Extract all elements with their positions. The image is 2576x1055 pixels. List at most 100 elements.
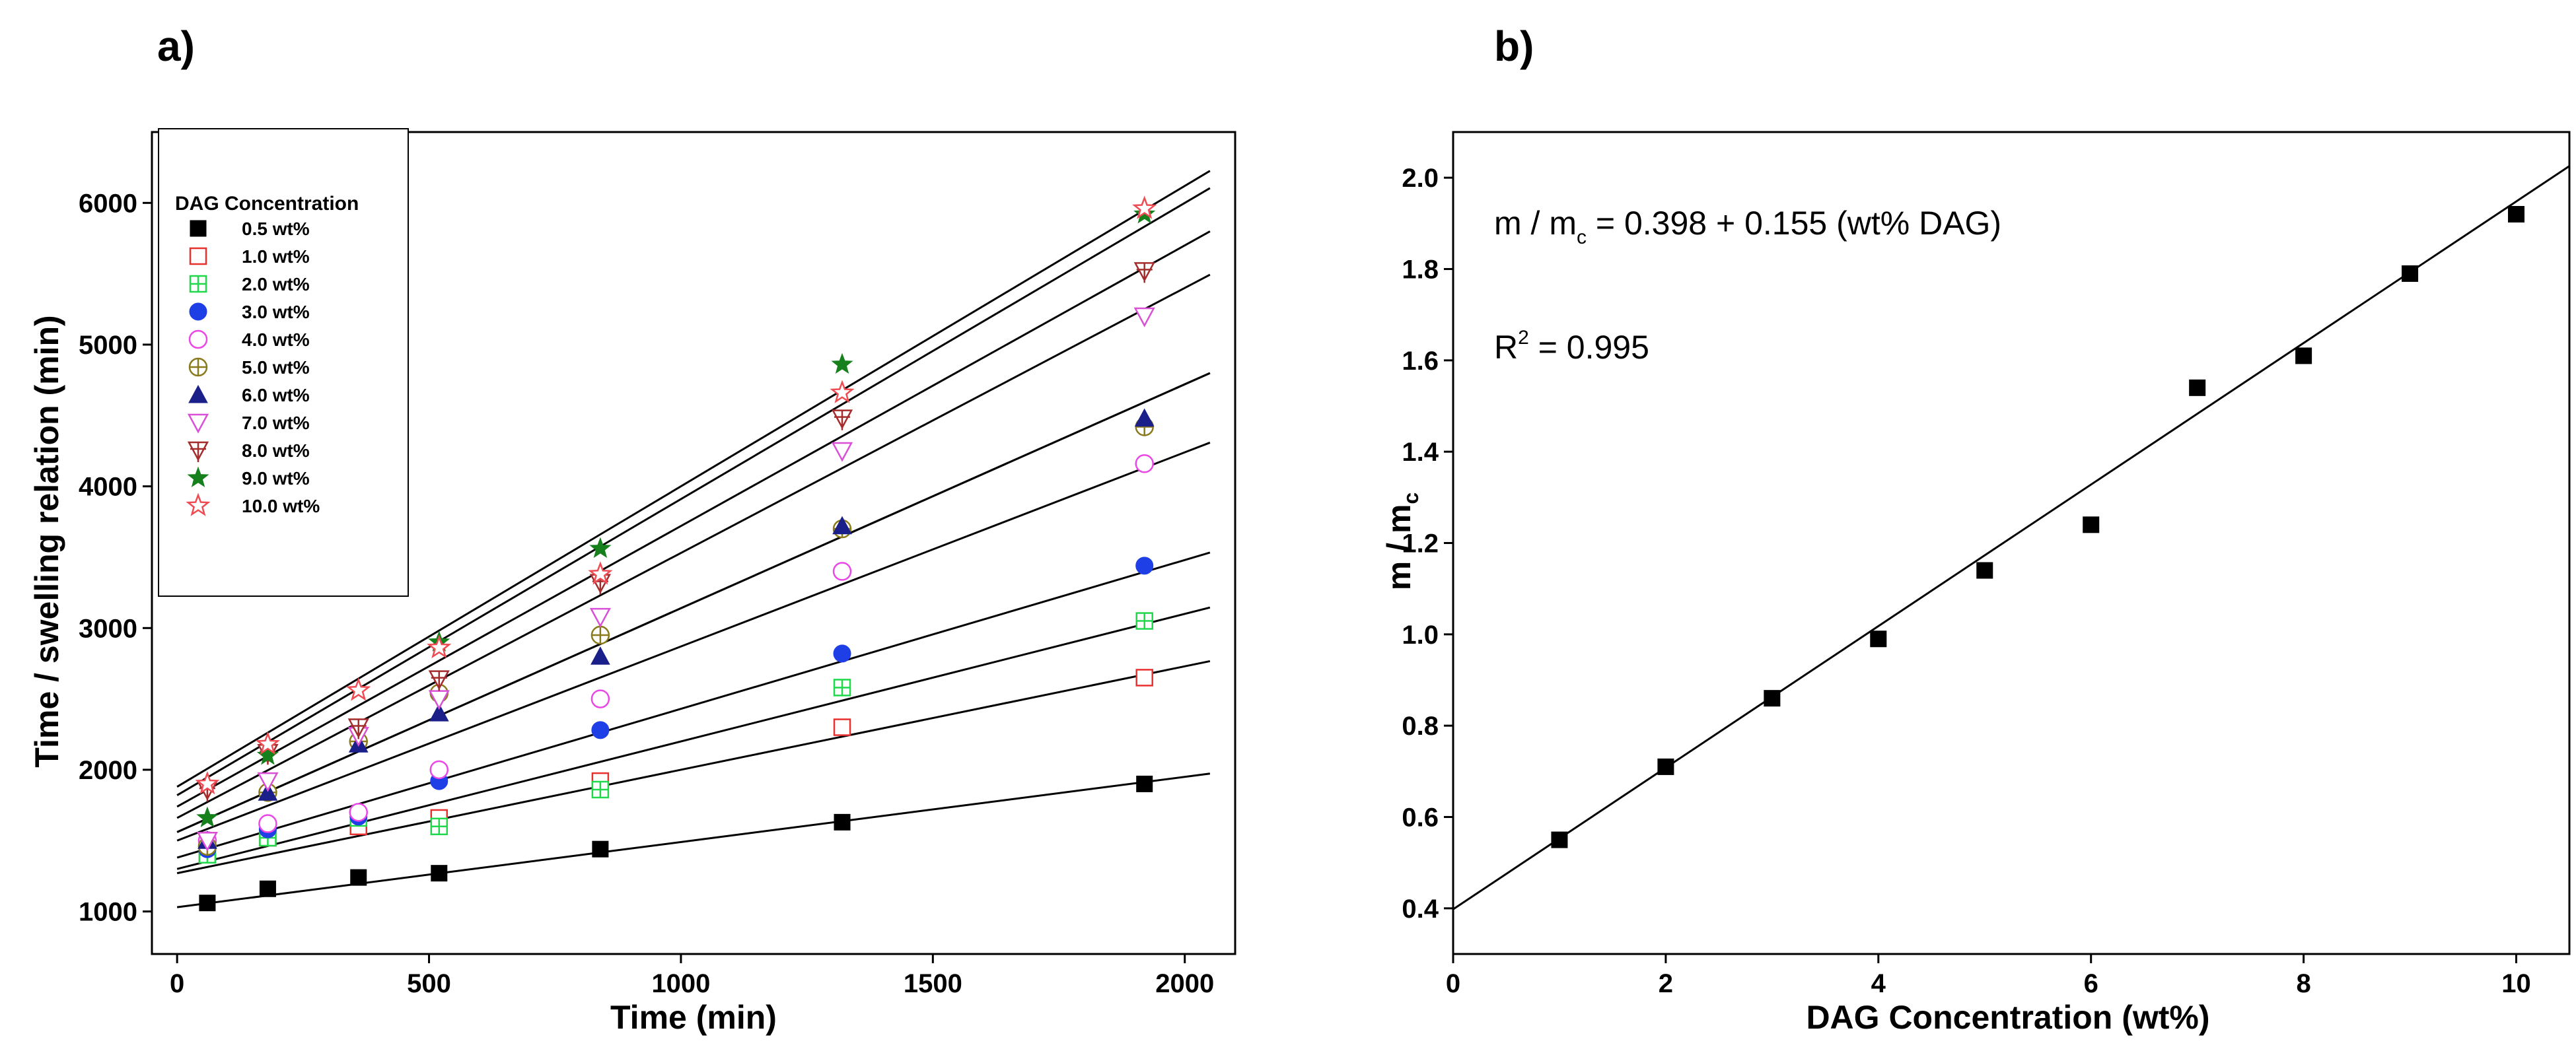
panel-b-data-points (1551, 206, 2525, 848)
fit-line-1 (176, 772, 1211, 908)
panel-a-label: a) (157, 22, 195, 70)
data-point-10 (2508, 206, 2525, 222)
data-point-s6-5 (590, 625, 610, 645)
y-tick-label: 1000 (79, 898, 137, 927)
y-tick-label: 0.8 (1402, 712, 1439, 741)
data-point-s3-6 (833, 679, 851, 697)
legend-label-11: 10.0 wt% (242, 496, 320, 516)
panel-b-label: b) (1494, 22, 1534, 70)
panel-b-plot-frame (1452, 131, 2571, 955)
x-tick-label: 2000 (1155, 969, 1214, 998)
x-tick-label: 8 (2296, 969, 2310, 998)
legend-marker-5 (188, 329, 208, 349)
r-squared-sup: 2 (1518, 327, 1529, 349)
panel-b: b) 0 2 4 6 8 10 0.4 0.6 0.8 1.0 1.2 1.4 1.6 1.8 2.0 D… (1380, 22, 2571, 1036)
panel-b-y-axis-title-main: m / m (1380, 504, 1417, 591)
r-squared-pre: R (1494, 329, 1518, 366)
x-tick-label: 4 (1871, 969, 1886, 998)
data-point-s8-2 (257, 772, 279, 792)
panel-b-fit-line (1452, 165, 2570, 910)
fit-line-7 (176, 372, 1211, 833)
data-point-s9-3 (347, 718, 369, 739)
fit-line-3 (176, 606, 1211, 870)
panel-a-x-axis-title: Time (min) (610, 999, 777, 1036)
data-point-9 (2402, 265, 2419, 282)
data-point-4 (1870, 630, 1887, 648)
data-point-s1-2 (259, 880, 276, 897)
data-point-s5-3 (349, 803, 368, 822)
legend-label-2: 1.0 wt% (242, 246, 310, 267)
y-tick-label: 5000 (79, 331, 137, 360)
y-tick-label: 3000 (79, 614, 137, 643)
data-point-s1-1 (199, 895, 216, 912)
data-point-s8-4 (428, 690, 450, 710)
x-tick-label: 1500 (904, 969, 962, 998)
legend-title: DAG Concentration (175, 193, 359, 215)
legend-label-3: 2.0 wt% (242, 274, 310, 294)
data-point-s8-5 (589, 607, 611, 628)
data-point-5 (1976, 562, 1993, 579)
panel-b-y-axis-title-sub: c (1399, 493, 1423, 504)
data-point-s3-4 (430, 817, 448, 836)
x-tick-label: 1000 (651, 969, 710, 998)
legend-marker-3 (189, 275, 207, 293)
legend-marker-9 (187, 441, 209, 462)
y-tick-label: 0.6 (1402, 803, 1439, 833)
fit-line-9 (176, 230, 1211, 808)
panel-a-plot-frame (151, 131, 1236, 955)
fit-line-2 (176, 660, 1211, 875)
data-point-s5-4 (429, 760, 449, 780)
legend-marker-7 (188, 384, 208, 403)
data-point-s11-2 (255, 731, 281, 755)
y-tick-label: 6000 (79, 189, 137, 218)
x-tick-label: 0 (1446, 969, 1460, 998)
data-point-s11-5 (588, 561, 613, 585)
y-tick-label: 1.4 (1402, 438, 1439, 467)
data-point-s10-2 (256, 744, 279, 765)
data-point-s4-7 (1135, 557, 1154, 575)
data-point-s11-1 (195, 770, 220, 795)
panel-a: a) 0 500 1000 1500 2000 1000 2000 3000 4000 5000… (28, 22, 1236, 1036)
data-point-s7-5 (590, 646, 610, 665)
legend-marker-4 (189, 302, 207, 321)
legend-label-4: 3.0 wt% (242, 302, 310, 322)
legend-label-9: 8.0 wt% (242, 440, 310, 461)
y-tick-label: 2.0 (1402, 164, 1439, 193)
data-point-s1-6 (834, 813, 851, 831)
data-point-s7-7 (1134, 408, 1155, 427)
y-tick-label: 2000 (79, 756, 137, 785)
data-point-s10-6 (831, 353, 853, 374)
panel-b-x-ticks: 0 2 4 6 8 10 (1446, 954, 2531, 998)
panel-a-legend: DAG Concentration 0.5 wt% 1.0 wt% 2.0 wt% 3… (158, 128, 409, 597)
data-point-s3-5 (591, 780, 610, 799)
panel-b-y-axis-title: m / mc (1380, 493, 1423, 590)
data-point-8 (2295, 347, 2312, 364)
data-point-s4-5 (591, 721, 610, 739)
fit-line-10 (176, 187, 1211, 796)
y-tick-label: 1.0 (1402, 621, 1439, 650)
data-point-s8-7 (1133, 307, 1155, 327)
legend-label-7: 6.0 wt% (242, 385, 310, 405)
legend-marker-2 (189, 247, 207, 265)
x-tick-label: 2 (1659, 969, 1673, 998)
data-point-s1-7 (1136, 775, 1153, 792)
fit-equation: m / mc = 0.398 + 0.155 (wt% DAG) (1494, 205, 2001, 248)
x-tick-label: 6 (2084, 969, 2098, 998)
r-squared-post: = 0.995 (1529, 329, 1649, 366)
data-point-6 (2083, 516, 2100, 533)
y-tick-label: 0.4 (1402, 895, 1439, 924)
fit-equation-post: = 0.398 + 0.155 (wt% DAG) (1587, 205, 2001, 242)
data-point-s9-4 (428, 670, 450, 691)
data-point-s11-3 (346, 677, 371, 701)
legend-marker-6 (188, 357, 208, 377)
data-point-7 (2189, 379, 2206, 396)
fit-line (1452, 165, 2570, 910)
data-point-s11-6 (830, 380, 855, 403)
data-point-s5-7 (1135, 454, 1154, 473)
data-point-s9-7 (1133, 262, 1155, 283)
data-point-s2-7 (1135, 669, 1153, 687)
data-point-s10-5 (589, 537, 612, 559)
data-point-s1-3 (350, 869, 367, 886)
panel-a-data-points (195, 195, 1157, 912)
data-point-s2-6 (833, 718, 851, 736)
